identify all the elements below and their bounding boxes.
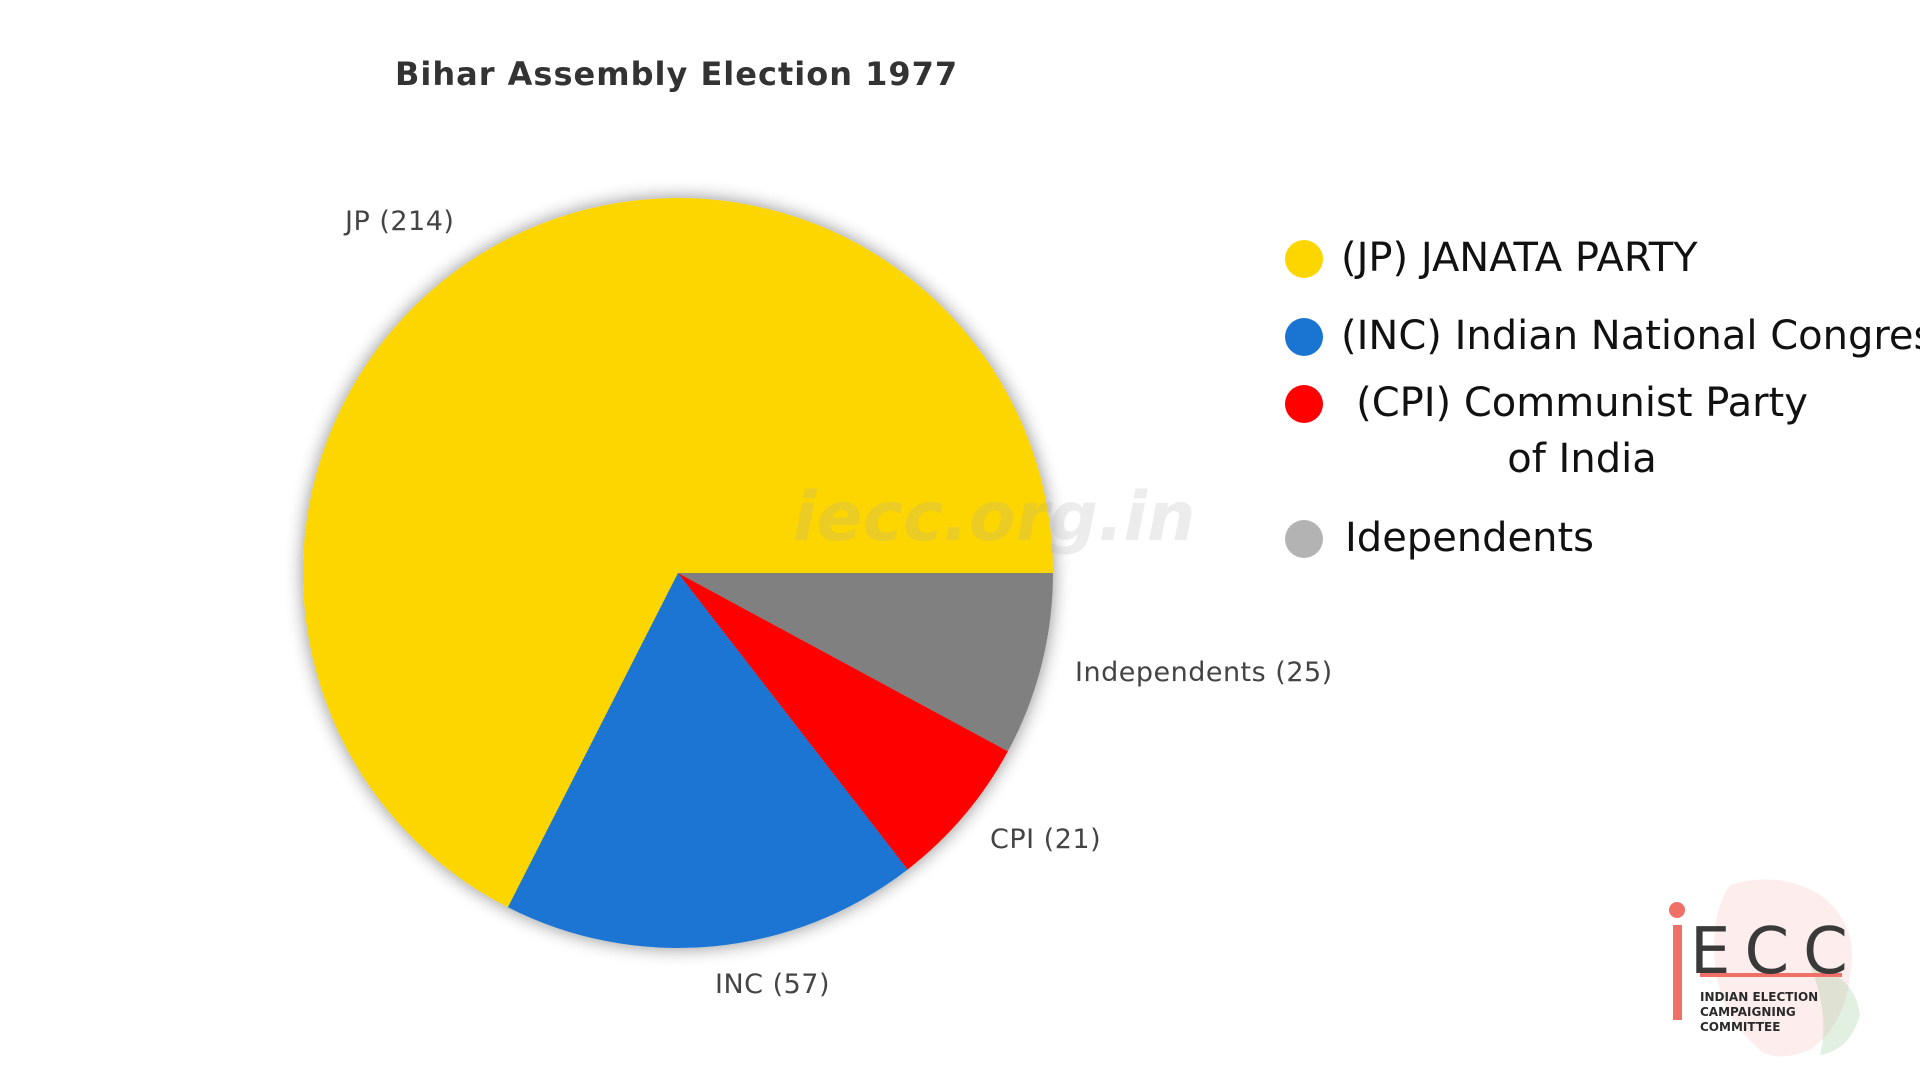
logo-subtitle-line1: INDIAN ELECTION — [1700, 990, 1819, 1004]
legend-item-jp: (JP) JANATA PARTY — [1285, 230, 1698, 286]
legend-label-independents: Idependents — [1345, 515, 1595, 561]
pie-slice-jp — [303, 198, 1054, 908]
legend-label-inc: (INC) Indian National Congress — [1341, 313, 1920, 359]
legend-label-jp: (JP) JANATA PARTY — [1341, 235, 1698, 281]
iecc-logo: ECC INDIAN ELECTION CAMPAIGNING COMMITTE… — [1660, 865, 1880, 1070]
legend-swatch-inc — [1285, 318, 1323, 356]
chart-title: Bihar Assembly Election 1977 — [395, 55, 959, 93]
logo-subtitle-line2: CAMPAIGNING COMMITTEE — [1700, 1005, 1796, 1034]
logo-subtitle: INDIAN ELECTION CAMPAIGNING COMMITTEE — [1700, 990, 1880, 1035]
legend-swatch-jp — [1285, 240, 1323, 278]
logo-letters: ECC — [1690, 915, 1862, 989]
pie-slice-independents — [678, 573, 1053, 752]
legend-item-inc: (INC) Indian National Congress — [1285, 308, 1920, 364]
legend-label-cpi: (CPI) Communist Party of India — [1356, 380, 1808, 482]
legend-item-cpi: (CPI) Communist Party of India — [1285, 375, 1817, 487]
pie-labels: JP (214) INC (57) CPI (21) Independents (25… — [343, 206, 1333, 1000]
pie-slice-inc — [507, 573, 908, 948]
pie-label-inc: INC (57) — [715, 969, 830, 1000]
watermark-text: iecc.org.in — [793, 478, 1196, 557]
pie-label-independents: Independents (25) — [1075, 657, 1333, 688]
legend-swatch-independents — [1285, 520, 1323, 558]
pie-slices — [303, 198, 1054, 948]
pie-label-jp: JP (214) — [343, 206, 454, 237]
legend-item-independents: Idependents — [1285, 510, 1594, 566]
pie-slice-cpi — [678, 573, 1008, 870]
logo-graphic — [1669, 879, 1860, 1057]
legend-swatch-cpi — [1285, 385, 1323, 423]
pie-label-cpi: CPI (21) — [990, 824, 1101, 855]
